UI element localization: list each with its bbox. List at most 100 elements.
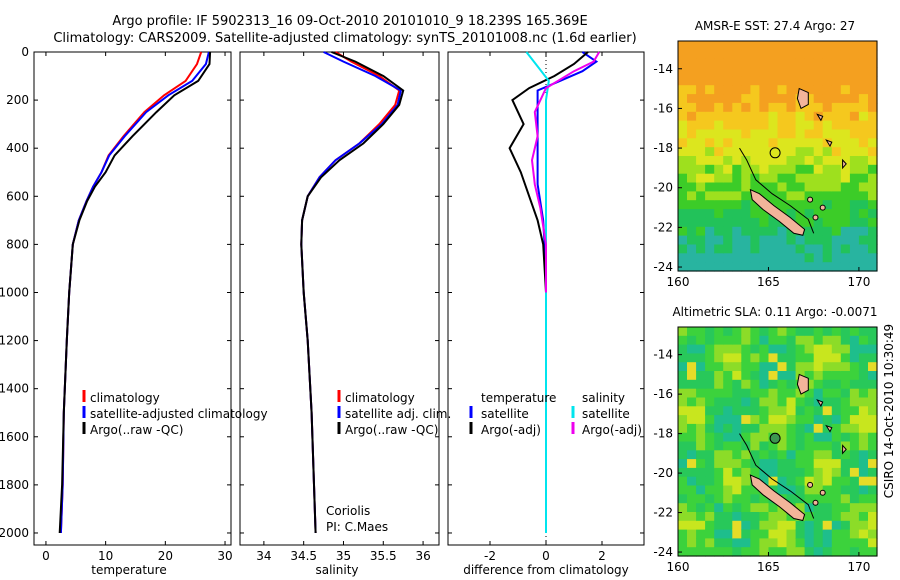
sla_map-cell	[813, 423, 824, 434]
sst_map-cell	[696, 182, 706, 192]
sla_map-cell	[804, 529, 815, 539]
sst_map-cell	[840, 262, 851, 272]
sst_map-cell	[840, 164, 851, 175]
sst_map-cell	[822, 200, 833, 210]
sst_map-cell	[840, 173, 851, 184]
sst_map-cell	[714, 67, 724, 77]
sst_map-cell	[732, 111, 742, 122]
sst_map-cell	[777, 67, 788, 77]
sst_map-cell	[705, 156, 715, 166]
sst_map-cell	[759, 102, 769, 113]
sst_map-cell	[822, 253, 833, 263]
sst_map-cell	[777, 156, 788, 166]
sst_map-cell	[732, 120, 742, 130]
sla_map-cell	[768, 476, 779, 487]
sla_map-cell	[831, 512, 842, 522]
sst_map-cell	[849, 85, 860, 95]
sla_map-cell	[750, 512, 760, 522]
sla_map-cell	[786, 441, 797, 451]
sla_map-cell	[795, 459, 806, 469]
sla_map-cell	[849, 406, 860, 416]
sst_map-cell	[831, 147, 842, 157]
sst_map-cell	[723, 94, 733, 104]
sla_map-cell	[759, 335, 769, 346]
sla_map-cell	[741, 467, 751, 478]
sst_map-cell	[840, 147, 851, 157]
sla_map-cell	[696, 503, 706, 513]
sla_map-cell	[858, 538, 869, 548]
sst_map-cell	[868, 244, 878, 254]
sst_map-cell	[705, 67, 715, 77]
sla_map-cell	[813, 379, 824, 390]
sla_map-cell	[687, 520, 697, 531]
sst_map-cell	[678, 67, 688, 77]
sst_map-cell	[741, 226, 751, 237]
sla_map-cell	[786, 476, 797, 487]
sla_map-cell	[678, 344, 688, 354]
sst_map-cell	[804, 156, 815, 166]
sla_map-cell	[795, 476, 806, 487]
sla_map-cell	[768, 362, 779, 372]
sla_map-cell	[858, 547, 869, 557]
sla_map-cell	[777, 379, 788, 390]
salinity-legend-argo: Argo(..raw -QC)	[345, 423, 438, 437]
sst_map-ytick-label: -16	[653, 101, 673, 115]
sst_map-cell	[732, 173, 742, 184]
sla_map-cell	[840, 538, 851, 548]
sla_map-cell	[723, 467, 733, 478]
sla_map-cell	[696, 476, 706, 487]
sst_map-cell	[831, 111, 842, 122]
sla_map-cell	[696, 415, 706, 425]
sst_map-cell	[786, 235, 797, 245]
sst_map-cell	[696, 138, 706, 148]
sla_map-cell	[741, 450, 751, 460]
sla_map-cell	[687, 397, 697, 407]
sst_map-cell	[687, 76, 697, 86]
sla_map-cell	[705, 423, 715, 434]
sst_map-cell	[714, 262, 724, 272]
sst_map-cell	[858, 94, 869, 104]
sla_map-cell	[687, 529, 697, 539]
sst_map-cell	[795, 147, 806, 157]
sst_map-cell	[849, 94, 860, 104]
sla_map-cell	[723, 335, 733, 346]
sla_map-cell	[804, 388, 815, 399]
sst_map-cell	[831, 49, 842, 60]
sla_map-cell	[813, 529, 824, 539]
sla_map-new-caledonia-land	[749, 474, 806, 522]
sla_map-cell	[678, 379, 688, 390]
sst_map-cell	[777, 138, 788, 148]
sla_map-cell	[849, 529, 860, 539]
sst_map-cell	[723, 138, 733, 148]
sst_map-cell	[750, 217, 760, 228]
difference-plot-area: -2 0 2	[447, 51, 645, 563]
sla_map-cell	[840, 547, 851, 557]
sla_map-cell	[741, 494, 751, 504]
sla_map-cell	[777, 459, 788, 469]
sst_map-cell	[696, 253, 706, 263]
sst_map-cell	[822, 41, 833, 51]
sla_map-cell	[868, 379, 878, 390]
sla_map-cell	[831, 432, 842, 443]
sla_map-cell	[759, 476, 769, 487]
sla_map-cell	[750, 432, 760, 443]
sst_map-cell	[696, 129, 706, 139]
sst_map-cell	[750, 138, 760, 148]
sst_map-cell	[759, 173, 769, 184]
sla_map-cell	[777, 529, 788, 539]
sla_map-cell	[732, 503, 742, 513]
sst_map-cell	[831, 244, 842, 254]
sst_map-cell	[723, 85, 733, 95]
sla_map-xtick-label: 165	[757, 560, 780, 574]
sla_map-cell	[822, 406, 833, 416]
sla_map-cell	[696, 547, 706, 557]
sst_map-cell	[849, 156, 860, 166]
sst_map-cell	[813, 200, 824, 210]
sst_map-cell	[687, 94, 697, 104]
sst_map-cell	[714, 226, 724, 237]
sst_map-cell	[868, 41, 878, 51]
sla_map-cell	[831, 538, 842, 548]
sst_map-cell	[714, 120, 724, 130]
sla_map-cell	[714, 362, 724, 372]
sst_map-cell	[804, 191, 815, 201]
